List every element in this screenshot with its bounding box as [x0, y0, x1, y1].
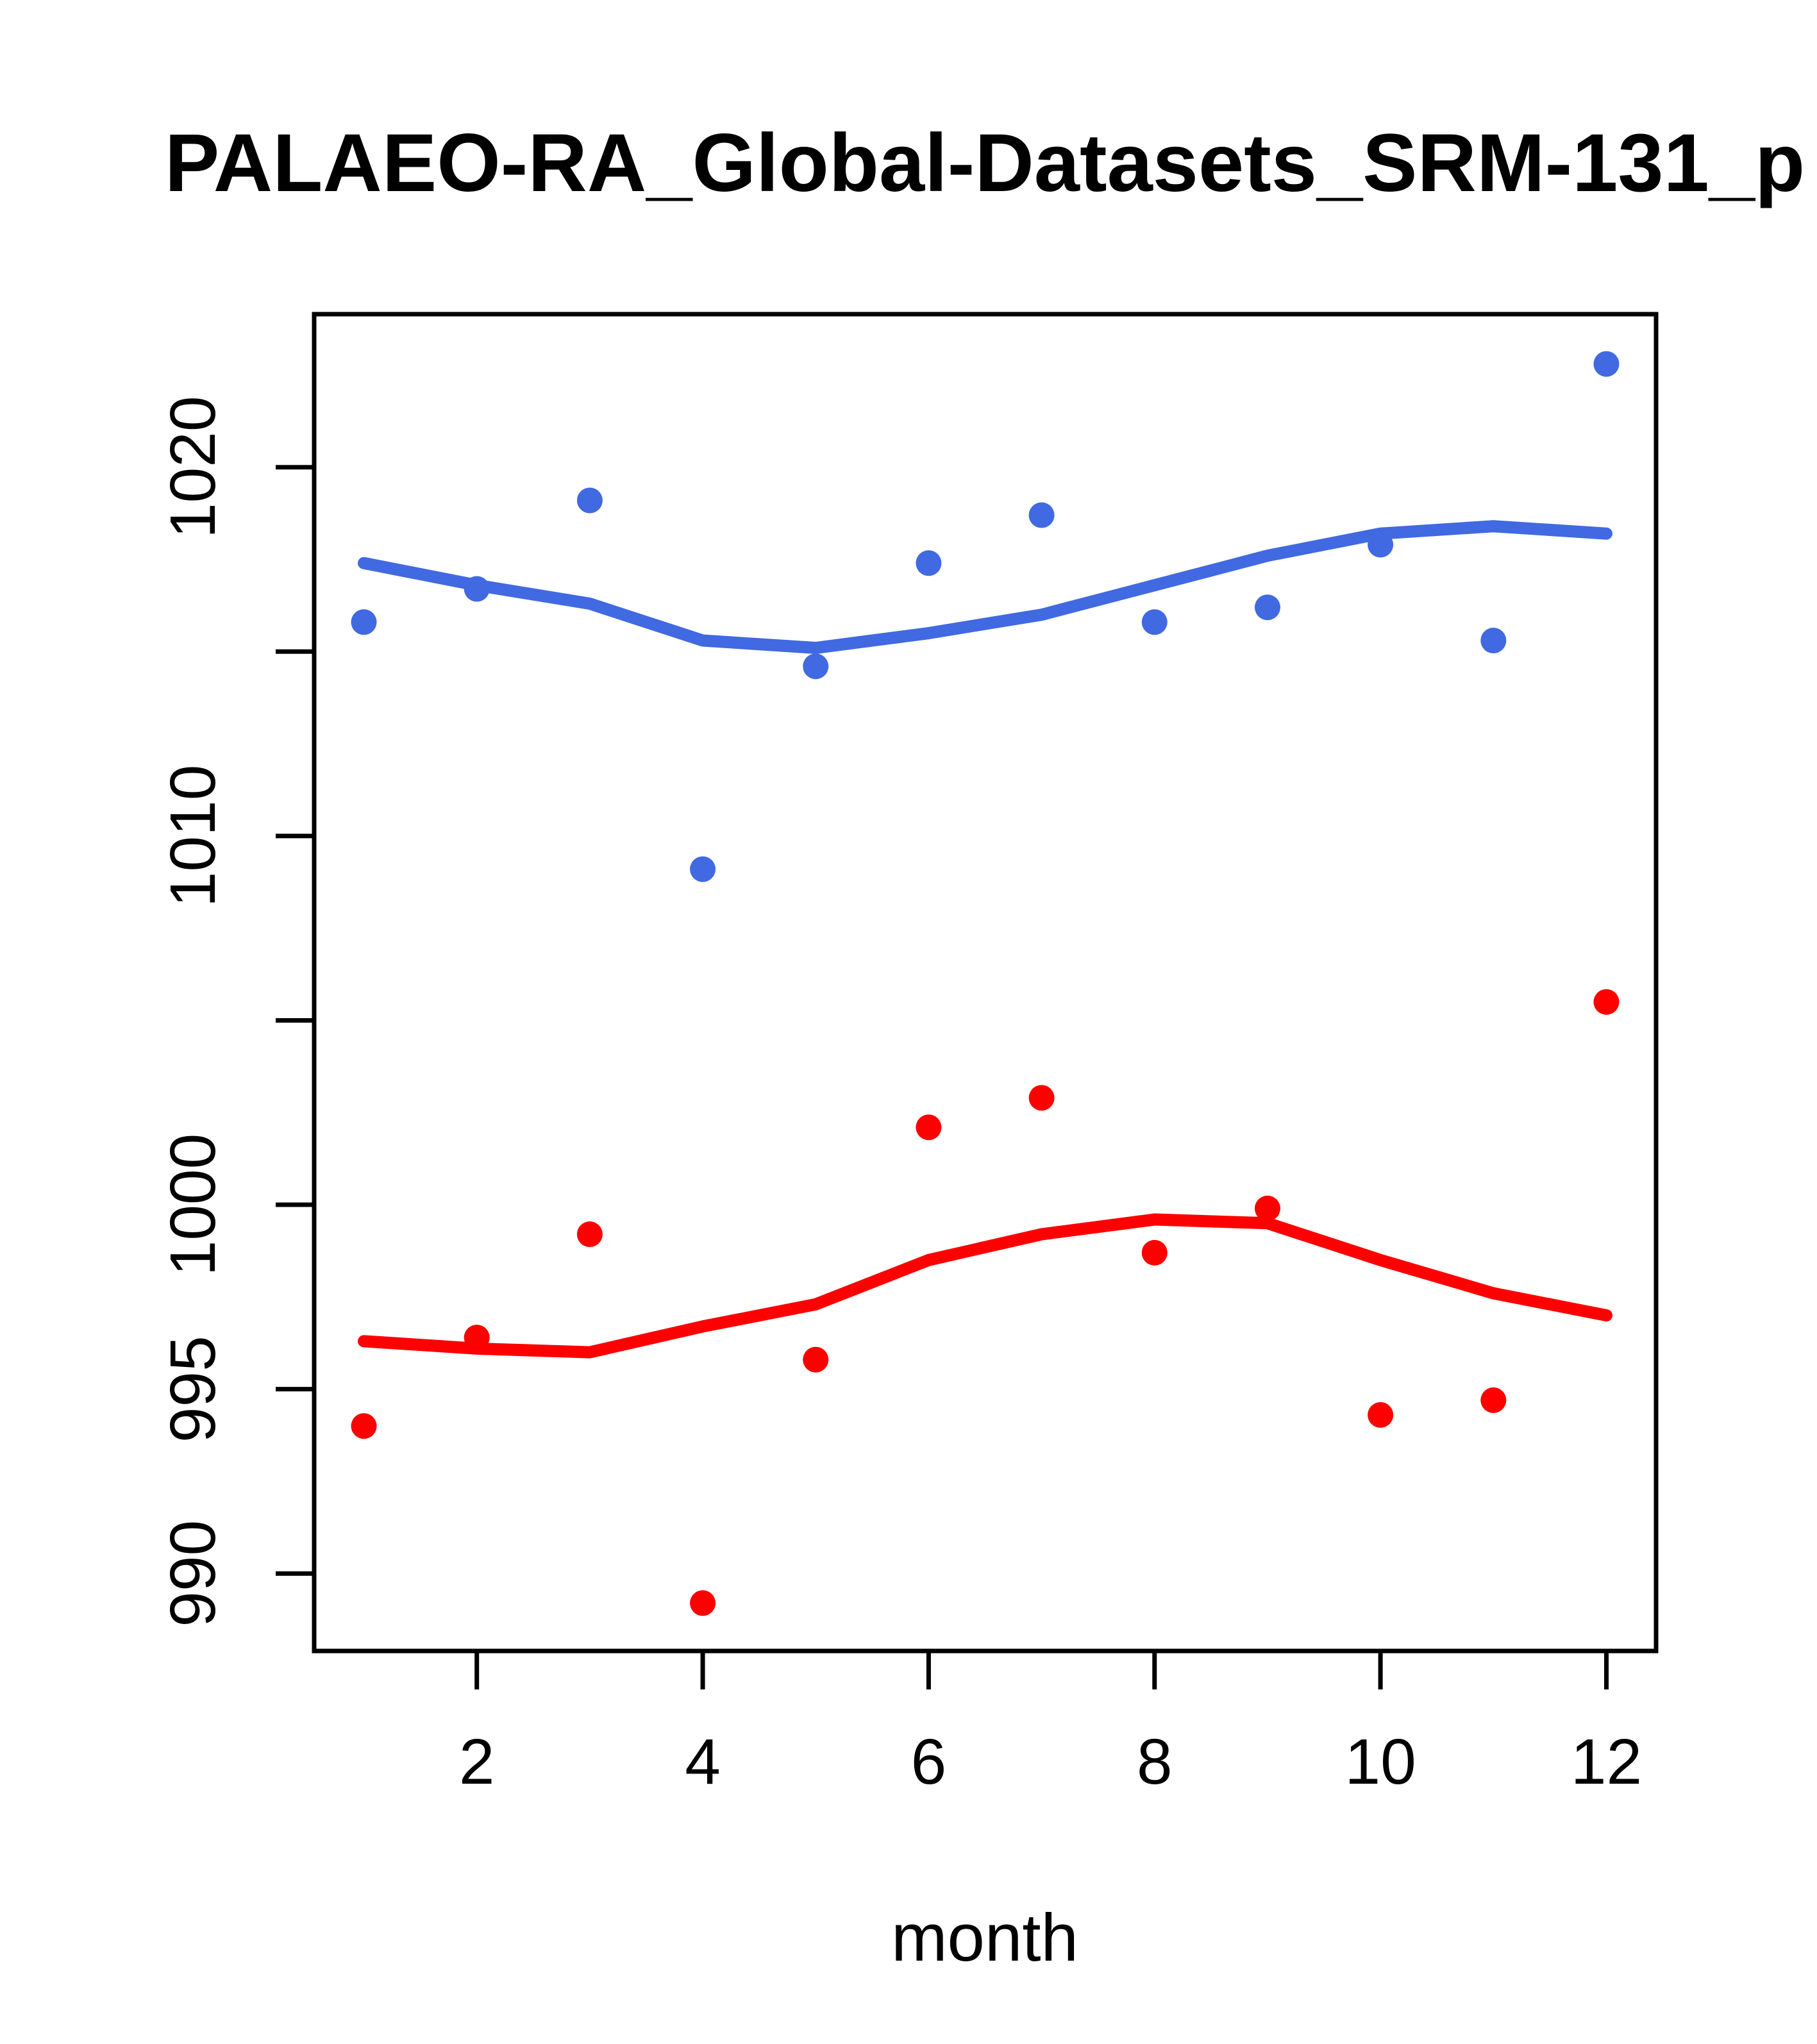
y-tick-label: 1020	[157, 396, 229, 538]
data-points	[351, 351, 1620, 1616]
red-points	[1480, 1387, 1507, 1413]
chart-title: PALAEO-RA_Global-Datasets_SRM-131_p	[165, 117, 1805, 209]
red-points	[803, 1346, 829, 1373]
axis-tick-labels: 2 4 6 8 10 12 990 995 1000 1010 1020	[157, 396, 1642, 1798]
x-tick-label: 4	[685, 1726, 721, 1798]
x-tick-label: 12	[1571, 1726, 1642, 1798]
x-tick-label: 6	[911, 1726, 947, 1798]
y-tick-label: 1010	[157, 765, 229, 907]
red-points	[690, 1590, 716, 1616]
red-points	[1028, 1085, 1055, 1111]
blue-points	[916, 550, 942, 576]
blue-points	[803, 653, 829, 680]
blue-loess-line	[358, 520, 1612, 655]
y-tick-label: 995	[157, 1336, 229, 1443]
y-tick-label: 990	[157, 1520, 229, 1627]
blue-points	[1141, 609, 1168, 635]
x-tick-label: 2	[459, 1726, 495, 1798]
plot-border	[312, 312, 1659, 1654]
axis-ticks	[276, 465, 1609, 1689]
red-points	[916, 1114, 942, 1141]
red-points	[576, 1221, 603, 1248]
blue-points	[1593, 351, 1620, 377]
x-tick-label: 8	[1137, 1726, 1173, 1798]
x-axis-title: month	[891, 1900, 1078, 1975]
blue-points	[1028, 502, 1055, 528]
red-points	[1593, 989, 1620, 1015]
x-tick-label: 10	[1345, 1726, 1416, 1798]
red-points	[1368, 1402, 1394, 1428]
y-tick-label: 1000	[157, 1134, 229, 1276]
blue-points	[690, 856, 716, 882]
red-loess-line	[358, 1213, 1612, 1359]
blue-points	[351, 609, 377, 635]
red-points	[1254, 1195, 1280, 1221]
blue-points	[576, 487, 603, 514]
loess-lines	[358, 520, 1612, 1359]
red-points	[1141, 1239, 1168, 1266]
blue-points	[1254, 594, 1280, 621]
blue-points	[1480, 628, 1507, 654]
red-points	[351, 1413, 377, 1439]
